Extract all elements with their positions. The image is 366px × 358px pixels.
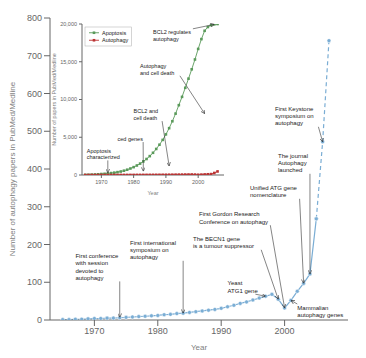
svg-text:Unified ATG genenomenclature: Unified ATG genenomenclature — [250, 185, 298, 198]
svg-text:20,000: 20,000 — [60, 21, 77, 27]
svg-text:BCL2 regulatesautophagy: BCL2 regulatesautophagy — [153, 29, 191, 42]
svg-text:1990: 1990 — [160, 179, 172, 185]
svg-text:800: 800 — [27, 13, 42, 23]
svg-text:Year: Year — [147, 190, 158, 195]
svg-text:10,000: 10,000 — [60, 96, 77, 102]
svg-text:600: 600 — [27, 89, 42, 99]
svg-text:BCL2 andcell death: BCL2 andcell death — [134, 108, 158, 121]
svg-text:300: 300 — [27, 202, 42, 212]
svg-text:0: 0 — [74, 172, 77, 178]
svg-text:400: 400 — [27, 164, 42, 174]
svg-text:1980: 1980 — [148, 326, 168, 336]
svg-text:First conferencewith sessionde: First conferencewith sessiondevoted toau… — [74, 253, 119, 281]
svg-text:5,000: 5,000 — [63, 134, 77, 140]
svg-text:Autophagyand cell death: Autophagyand cell death — [140, 63, 174, 76]
svg-text:Apoptosischaracterized: Apoptosischaracterized — [87, 148, 120, 161]
svg-text:Number of papers in PubMed/Med: Number of papers in PubMed/Medline — [51, 53, 57, 146]
svg-text:700: 700 — [27, 51, 42, 61]
svg-text:YeastATG1 gene: YeastATG1 gene — [228, 280, 259, 293]
svg-text:100: 100 — [27, 277, 42, 287]
svg-text:The BECN1 geneis a tumour supp: The BECN1 geneis a tumour suppressor — [193, 236, 254, 249]
svg-text:Autophagy: Autophagy — [102, 37, 129, 43]
svg-text:Number of autophagy papers in: Number of autophagy papers in PubMed/Med… — [8, 81, 17, 256]
svg-text:Year: Year — [191, 343, 208, 350]
svg-text:First internationalsymposium o: First internationalsymposium onautophagy — [130, 240, 176, 260]
svg-text:First Gordon ResearchConferenc: First Gordon ResearchConference on autop… — [199, 211, 268, 224]
svg-text:First Keystonesymposium onauto: First Keystonesymposium onautophagy — [275, 106, 314, 126]
svg-text:1970: 1970 — [84, 326, 104, 336]
svg-text:200: 200 — [27, 240, 42, 250]
svg-text:1990: 1990 — [211, 326, 231, 336]
svg-text:0: 0 — [37, 315, 42, 325]
svg-text:2000: 2000 — [192, 179, 204, 185]
svg-text:2000: 2000 — [275, 326, 295, 336]
svg-text:ced genes: ced genes — [118, 136, 144, 142]
svg-text:Apoptosis: Apoptosis — [102, 30, 126, 36]
svg-text:Mammalianautophagy genes: Mammalianautophagy genes — [297, 305, 343, 318]
svg-text:The journalAutophagylaunched: The journalAutophagylaunched — [278, 153, 308, 173]
svg-text:1980: 1980 — [128, 179, 140, 185]
svg-text:15,000: 15,000 — [60, 59, 77, 65]
svg-text:1970: 1970 — [95, 179, 107, 185]
svg-text:500: 500 — [27, 126, 42, 136]
